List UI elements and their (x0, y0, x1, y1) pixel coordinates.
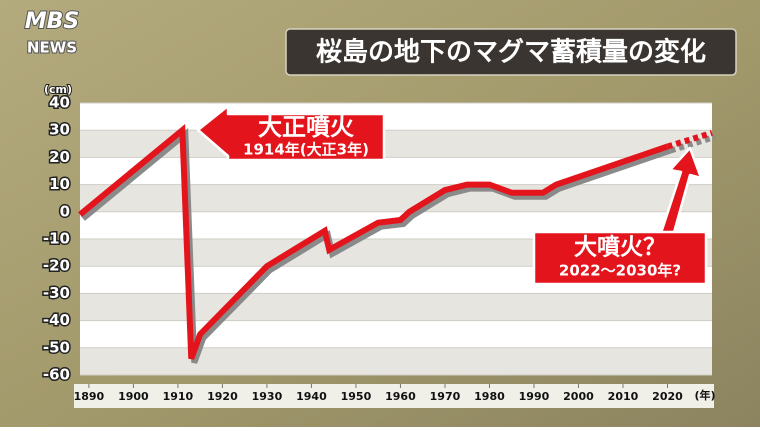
x-tick-label: 1960 (385, 390, 416, 403)
line (78, 124, 669, 360)
line (666, 130, 713, 150)
annotation-text: 大正噴火 (258, 113, 354, 141)
plot-band (80, 293, 712, 321)
plot-band (80, 347, 712, 375)
logo: MBS NEWS (24, 8, 81, 58)
y-tick-label: 0 (60, 202, 70, 220)
logo-mark: MBS (25, 9, 80, 34)
x-tick-label: 1940 (296, 390, 327, 403)
x-unit: (年) (694, 388, 715, 402)
callout-arrow (658, 146, 703, 238)
title-banner (285, 28, 737, 76)
y-tick-label: -50 (43, 338, 70, 356)
x-axis-strip (74, 384, 714, 408)
plot-band (80, 320, 712, 348)
x-tick-label: 1990 (519, 390, 550, 403)
line-shadow (81, 128, 672, 364)
y-tick-label: 40 (49, 94, 70, 112)
logo-news: NEWS (27, 39, 77, 57)
plot-band (80, 103, 712, 131)
line-shadow (669, 134, 716, 154)
y-tick-label: 20 (49, 148, 70, 166)
y-tick-label: -10 (43, 230, 70, 248)
x-tick-label: 1890 (74, 390, 105, 403)
x-tick-label: 1970 (430, 390, 461, 403)
annotation-text: 大噴火？ (574, 234, 666, 261)
x-tick-label: 2010 (608, 390, 639, 403)
x-tick-label: 1900 (118, 390, 149, 403)
y-tick-label: 30 (49, 121, 70, 139)
x-tick-label: 1930 (252, 390, 283, 403)
x-tick-label: 2020 (652, 390, 683, 403)
plot-band (80, 184, 712, 212)
y-tick-label: -30 (43, 284, 70, 302)
y-tick-label: -40 (43, 311, 70, 329)
y-tick-label: 10 (49, 175, 70, 193)
x-tick-label: 2000 (563, 390, 594, 403)
callout-box (532, 230, 708, 286)
y-tick-label: -20 (43, 257, 70, 275)
x-tick-label: 1910 (163, 390, 194, 403)
y-tick-label: -60 (43, 366, 70, 384)
x-tick-label: 1980 (474, 390, 505, 403)
x-tick-label: 1920 (207, 390, 238, 403)
annotation-subtext: 2022～2030年? (559, 262, 681, 280)
annotation-subtext: 1914年(大正3年) (243, 141, 369, 159)
chart-title: 桜島の地下のマグマ蓄積量の変化 (316, 37, 706, 68)
x-tick-label: 1950 (341, 390, 372, 403)
y-unit: (cm) (44, 83, 72, 96)
callout-arrow (196, 104, 386, 162)
